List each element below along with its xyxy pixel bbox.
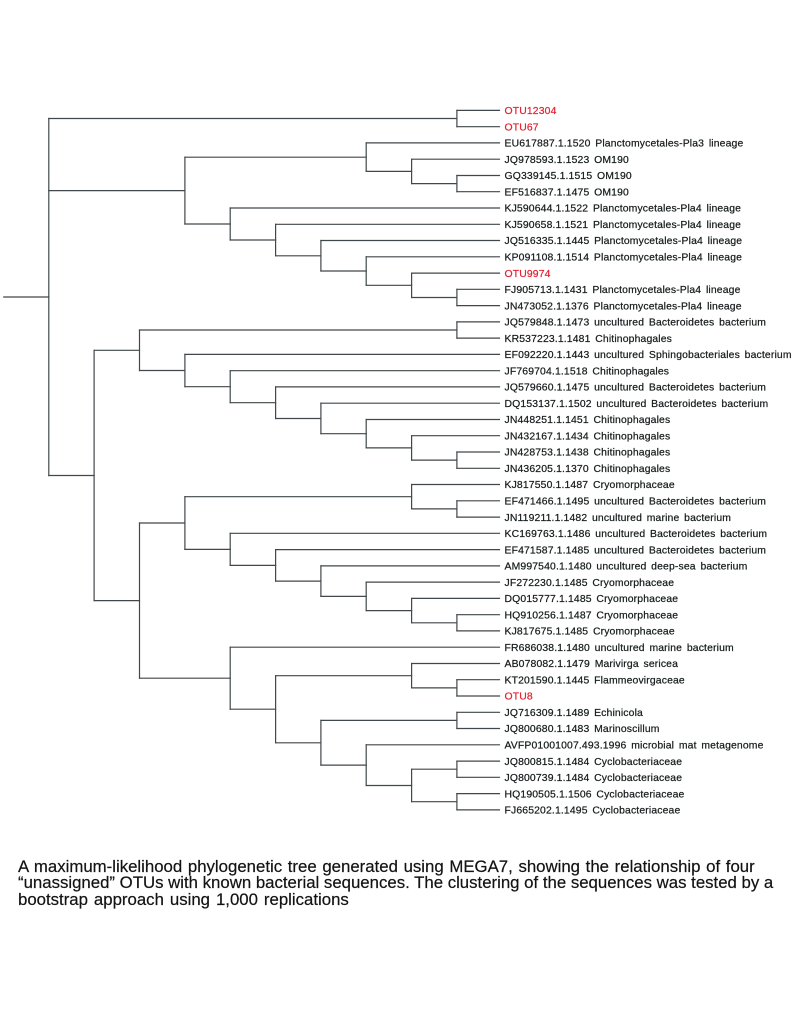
svg-text:KJ590644.1.1522 Planctomycetal: KJ590644.1.1522 Planctomycetales-Pla4 li…	[505, 204, 742, 215]
svg-text:JQ978593.1.1523 OM190: JQ978593.1.1523 OM190	[505, 155, 629, 166]
svg-text:OTU8: OTU8	[505, 692, 533, 703]
svg-text:JQ716309.1.1489 Echinicola: JQ716309.1.1489 Echinicola	[505, 708, 644, 719]
svg-text:AM997540.1.1480 uncultured dee: AM997540.1.1480 uncultured deep-sea bact…	[505, 562, 748, 573]
svg-text:JQ800680.1.1483 Marinoscillum: JQ800680.1.1483 Marinoscillum	[505, 724, 660, 735]
svg-text:OTU67: OTU67	[505, 122, 539, 133]
svg-text:DQ015777.1.1485 Cryomorphaceae: DQ015777.1.1485 Cryomorphaceae	[505, 594, 679, 605]
svg-text:KJ817550.1.1487 Cryomorphaceae: KJ817550.1.1487 Cryomorphaceae	[505, 480, 675, 491]
svg-text:FJ905713.1.1431 Planctomycetal: FJ905713.1.1431 Planctomycetales-Pla4 li…	[505, 285, 741, 296]
svg-text:HQ910256.1.1487 Cryomorphaceae: HQ910256.1.1487 Cryomorphaceae	[505, 610, 679, 621]
svg-text:JN436205.1.1370 Chitinophagale: JN436205.1.1370 Chitinophagales	[505, 464, 671, 475]
svg-text:KC169763.1.1486 uncultured Bac: KC169763.1.1486 uncultured Bacteroidetes…	[505, 529, 768, 540]
svg-text:EF471587.1.1485 uncultured Bac: EF471587.1.1485 uncultured Bacteroidetes…	[505, 545, 767, 556]
svg-text:JN473052.1.1376 Planctomycetal: JN473052.1.1376 Planctomycetales-Pla4 li…	[505, 301, 742, 312]
svg-text:JQ579660.1.1475 uncultured Bac: JQ579660.1.1475 uncultured Bacteroidetes…	[505, 383, 767, 394]
svg-text:EU617887.1.1520 Planctomycetal: EU617887.1.1520 Planctomycetales-Pla3 li…	[505, 139, 744, 150]
svg-text:FR686038.1.1480 uncultured mar: FR686038.1.1480 uncultured marine bacter…	[505, 643, 734, 654]
svg-text:KJ817675.1.1485 Cryomorphaceae: KJ817675.1.1485 Cryomorphaceae	[505, 627, 675, 638]
svg-text:JN428753.1.1438 Chitinophagale: JN428753.1.1438 Chitinophagales	[505, 448, 671, 459]
svg-text:JN432167.1.1434 Chitinophagale: JN432167.1.1434 Chitinophagales	[505, 431, 671, 442]
svg-text:JQ800739.1.1484 Cyclobacteriac: JQ800739.1.1484 Cyclobacteriaceae	[505, 773, 683, 784]
svg-text:JF769704.1.1518 Chitinophagale: JF769704.1.1518 Chitinophagales	[505, 366, 670, 377]
svg-text:OTU12304: OTU12304	[505, 106, 557, 117]
svg-text:JN119211.1.1482 uncultured mar: JN119211.1.1482 uncultured marine bacter…	[505, 513, 732, 524]
svg-text:JN448251.1.1451 Chitinophagale: JN448251.1.1451 Chitinophagales	[505, 415, 671, 426]
svg-text:KR537223.1.1481 Chitinophagale: KR537223.1.1481 Chitinophagales	[505, 334, 673, 345]
svg-text:AVFP01001007.493.1996 microbia: AVFP01001007.493.1996 microbial mat meta…	[505, 741, 764, 752]
svg-text:JF272230.1.1485 Cryomorphaceae: JF272230.1.1485 Cryomorphaceae	[505, 578, 675, 589]
svg-text:FJ665202.1.1495 Cyclobacteriac: FJ665202.1.1495 Cyclobacteriaceae	[505, 806, 681, 817]
svg-text:JQ800815.1.1484 Cyclobacteriac: JQ800815.1.1484 Cyclobacteriaceae	[505, 757, 683, 768]
svg-text:KP091108.1.1514 Planctomycetal: KP091108.1.1514 Planctomycetales-Pla4 li…	[505, 253, 743, 264]
svg-text:JQ516335.1.1445 Planctomycetal: JQ516335.1.1445 Planctomycetales-Pla4 li…	[505, 236, 743, 247]
svg-text:KJ590658.1.1521 Planctomycetal: KJ590658.1.1521 Planctomycetales-Pla4 li…	[505, 220, 742, 231]
svg-text:OTU9974: OTU9974	[505, 269, 551, 280]
svg-text:KT201590.1.1445 Flammeovirgace: KT201590.1.1445 Flammeovirgaceae	[505, 675, 685, 686]
svg-text:EF092220.1.1443 uncultured Sph: EF092220.1.1443 uncultured Sphingobacter…	[505, 350, 792, 361]
svg-text:EF471466.1.1495 uncultured Bac: EF471466.1.1495 uncultured Bacteroidetes…	[505, 497, 767, 508]
svg-text:EF516837.1.1475 OM190: EF516837.1.1475 OM190	[505, 187, 629, 198]
svg-text:JQ579848.1.1473 uncultured Bac: JQ579848.1.1473 uncultured Bacteroidetes…	[505, 318, 767, 329]
svg-text:AB078082.1.1479 Marivirga seri: AB078082.1.1479 Marivirga sericea	[505, 659, 679, 670]
svg-text:DQ153137.1.1502 uncultured Bac: DQ153137.1.1502 uncultured Bacteroidetes…	[505, 399, 769, 410]
svg-text:GQ339145.1.1515 OM190: GQ339145.1.1515 OM190	[505, 171, 632, 182]
svg-text:HQ190505.1.1506 Cyclobacteriac: HQ190505.1.1506 Cyclobacteriaceae	[505, 789, 685, 800]
